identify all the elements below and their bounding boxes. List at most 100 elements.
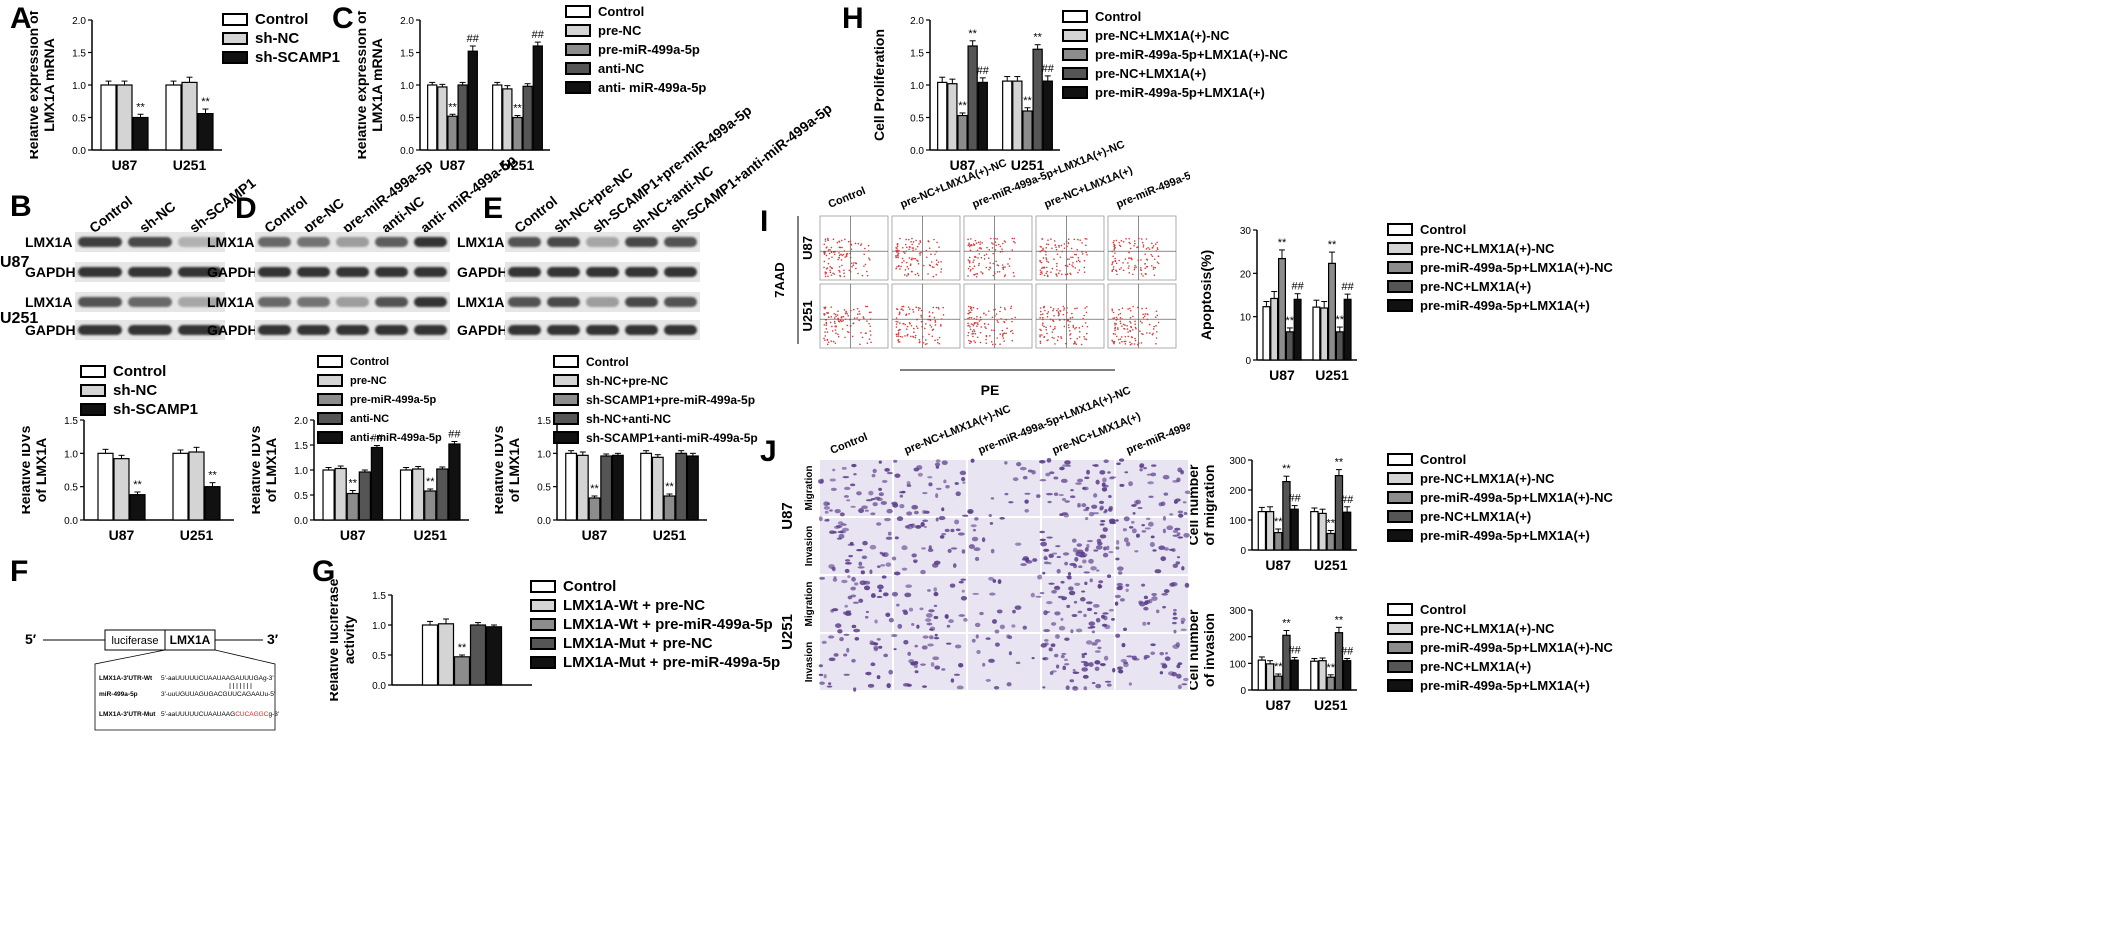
flow-event <box>926 342 928 345</box>
stained-cell <box>943 479 947 484</box>
flow-event <box>1045 253 1047 256</box>
legend-label: Control <box>563 578 617 595</box>
stained-cell <box>923 525 927 528</box>
flow-column-label: Control <box>827 185 868 211</box>
flow-event <box>1069 320 1071 323</box>
blot-band <box>375 267 408 277</box>
flow-event <box>849 324 852 327</box>
flow-y-label: 7AAD <box>772 262 787 297</box>
stained-cell <box>1051 670 1057 673</box>
legend-swatch <box>553 393 579 406</box>
bar <box>1257 659 1267 691</box>
legend-swatch <box>1387 660 1413 673</box>
flow-event <box>1111 263 1113 266</box>
stained-cell <box>1114 601 1119 606</box>
flow-event <box>1112 341 1115 344</box>
stained-cell <box>873 642 879 646</box>
stained-cell <box>922 519 929 523</box>
flow-event <box>1042 247 1044 250</box>
flow-event <box>920 309 923 312</box>
flow-event <box>1047 239 1049 241</box>
stained-cell <box>858 561 863 566</box>
bar <box>334 467 347 521</box>
stained-cell <box>1151 464 1157 467</box>
flow-event <box>1056 309 1058 312</box>
stained-cell <box>832 468 836 472</box>
y-tick-label: 0.5 <box>372 651 386 662</box>
flow-event <box>1113 317 1116 319</box>
stained-cell <box>1085 640 1093 645</box>
significance-mark: ## <box>1341 494 1354 506</box>
flow-event <box>981 242 983 244</box>
bar <box>1318 660 1327 691</box>
flow-event <box>1129 317 1132 319</box>
stained-cell <box>921 645 928 650</box>
flow-event <box>1069 337 1072 340</box>
legend-item: pre-NC+LMX1A(+)-NC <box>1387 239 1613 258</box>
stained-cell <box>1143 606 1149 611</box>
flow-event <box>1131 329 1134 331</box>
flow-event <box>1057 335 1060 338</box>
stained-cell <box>1043 561 1050 565</box>
legend-item: sh-SCAMP1 <box>222 48 340 67</box>
stained-cell <box>1092 512 1100 515</box>
stained-cell <box>1054 585 1060 590</box>
flow-event <box>1039 342 1042 344</box>
flow-event <box>1117 338 1120 341</box>
y-tick-label: 0.0 <box>400 146 414 157</box>
flow-event <box>977 323 979 326</box>
flow-event <box>1127 331 1129 333</box>
stained-cell <box>901 545 908 551</box>
flow-event <box>1086 305 1088 308</box>
flow-event <box>895 326 898 328</box>
micro-image <box>968 460 1040 516</box>
legend-label: Control <box>350 355 390 368</box>
legend-item: pre-NC <box>565 21 706 40</box>
stained-cell <box>935 465 940 469</box>
flow-event <box>869 318 872 320</box>
flow-event <box>968 339 970 342</box>
flow-event <box>853 317 856 319</box>
y-tick-label: 0.0 <box>537 516 551 527</box>
flow-event <box>973 322 976 325</box>
bar <box>1335 331 1344 361</box>
stained-cell <box>1053 476 1059 480</box>
bar <box>322 469 335 521</box>
flow-event <box>1052 309 1054 312</box>
flow-event <box>1139 330 1141 332</box>
flow-event <box>942 314 945 316</box>
stained-cell <box>992 619 998 624</box>
legend-swatch <box>317 374 343 387</box>
significance-mark: ** <box>1274 661 1283 673</box>
y-tick-label: 0.5 <box>400 114 414 125</box>
blot-row-label: LMX1A <box>457 234 505 250</box>
flow-event <box>940 271 942 273</box>
flow-event <box>1050 238 1052 240</box>
stained-cell <box>1152 549 1157 552</box>
stained-cell <box>1151 593 1157 596</box>
flow-event <box>840 316 843 319</box>
flow-event <box>1009 330 1012 333</box>
stained-cell <box>1147 481 1154 485</box>
flow-event <box>841 254 843 257</box>
stained-cell <box>1143 654 1150 659</box>
chart-g: Relative luciferaseactivity0.00.51.01.5*… <box>330 578 532 701</box>
legend-swatch <box>1387 223 1413 236</box>
flow-event <box>1072 324 1074 327</box>
flow-plot <box>1035 283 1105 349</box>
flow-event <box>1003 332 1006 334</box>
flow-event <box>896 335 898 338</box>
flow-event <box>924 343 927 346</box>
blot-band <box>375 297 408 307</box>
stained-cell <box>1099 534 1107 539</box>
panel-label-e: E <box>483 192 504 225</box>
flow-event <box>1046 275 1049 278</box>
flow-event <box>989 335 991 337</box>
flow-event <box>842 315 845 318</box>
flow-event <box>992 274 995 277</box>
flow-event <box>937 261 940 263</box>
flow-event <box>972 335 974 338</box>
stained-cell <box>886 471 893 475</box>
stained-cell <box>896 516 904 522</box>
